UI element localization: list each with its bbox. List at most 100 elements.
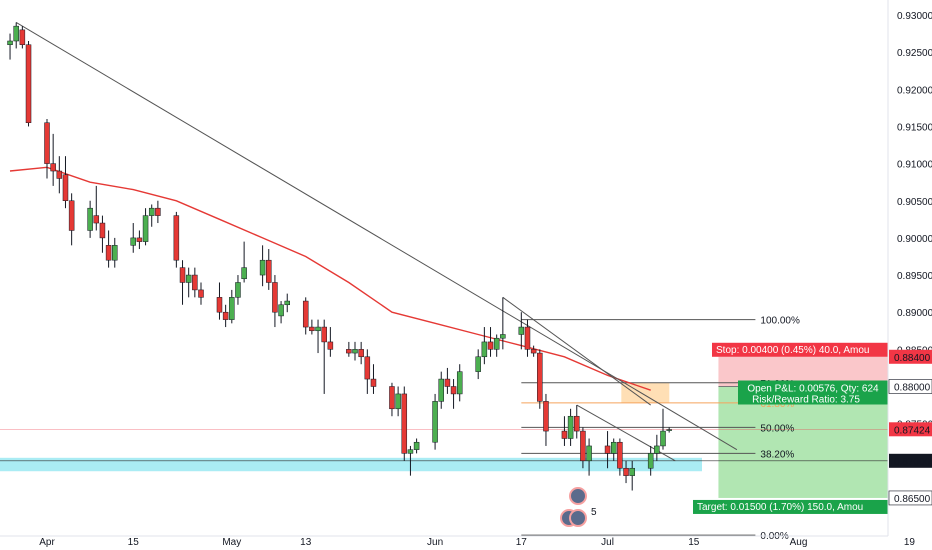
candle[interactable] bbox=[475, 349, 481, 380]
candle[interactable] bbox=[216, 282, 223, 320]
candle[interactable] bbox=[629, 460, 635, 491]
candle[interactable] bbox=[309, 319, 315, 335]
candle[interactable] bbox=[352, 341, 358, 361]
candle[interactable] bbox=[68, 193, 75, 246]
candle[interactable] bbox=[617, 438, 623, 476]
candle[interactable] bbox=[487, 327, 494, 357]
event-flag-icon[interactable] bbox=[569, 487, 587, 505]
candle[interactable] bbox=[524, 319, 531, 357]
candle[interactable] bbox=[438, 371, 444, 409]
candle[interactable] bbox=[586, 438, 592, 476]
candle[interactable] bbox=[284, 293, 290, 313]
candle[interactable] bbox=[604, 431, 611, 469]
candle-body bbox=[647, 453, 654, 469]
candle[interactable] bbox=[580, 427, 586, 469]
candle[interactable] bbox=[56, 156, 63, 194]
candle[interactable] bbox=[327, 327, 334, 357]
candle[interactable] bbox=[543, 393, 549, 446]
candle[interactable] bbox=[493, 334, 500, 357]
candle[interactable] bbox=[500, 297, 506, 350]
candle[interactable] bbox=[259, 245, 266, 287]
candle[interactable] bbox=[105, 230, 112, 268]
time-tick-label: Jul bbox=[601, 537, 614, 548]
candle-body bbox=[543, 401, 549, 432]
candle[interactable] bbox=[148, 204, 155, 227]
candle[interactable] bbox=[7, 33, 13, 60]
candle[interactable] bbox=[229, 289, 235, 324]
candle[interactable] bbox=[413, 438, 420, 454]
candle[interactable] bbox=[155, 200, 161, 224]
candle[interactable] bbox=[444, 367, 451, 394]
candle[interactable] bbox=[530, 345, 537, 357]
candle[interactable] bbox=[13, 22, 19, 49]
candle[interactable] bbox=[450, 379, 457, 409]
candle[interactable] bbox=[198, 282, 204, 305]
candle-body bbox=[235, 282, 241, 298]
time-axis[interactable]: Apr 15 May 13 Jun 17 Jul 15 Aug 19 bbox=[0, 535, 915, 548]
candle[interactable] bbox=[173, 211, 180, 268]
candle[interactable] bbox=[266, 249, 272, 290]
time-tick-label: 15 bbox=[128, 537, 140, 548]
candle[interactable] bbox=[654, 434, 660, 461]
candle-body bbox=[413, 441, 420, 450]
candle[interactable] bbox=[647, 445, 654, 476]
candle[interactable] bbox=[99, 215, 106, 253]
candle[interactable] bbox=[272, 275, 278, 328]
candle[interactable] bbox=[610, 438, 617, 461]
candle-body bbox=[68, 200, 75, 231]
candle[interactable] bbox=[321, 319, 327, 394]
price-tick-label: 0.90500 bbox=[897, 197, 932, 208]
candle[interactable] bbox=[278, 301, 284, 324]
price-axis[interactable]: 0.93000 0.92500 0.92000 0.91500 0.91000 0.905… bbox=[887, 0, 932, 536]
events-badge[interactable]: 5 bbox=[560, 487, 597, 527]
candle[interactable] bbox=[389, 382, 395, 417]
candle[interactable] bbox=[44, 119, 50, 179]
event-flag-icon[interactable] bbox=[569, 509, 587, 527]
candle[interactable] bbox=[241, 241, 247, 283]
candle[interactable] bbox=[87, 200, 93, 238]
candle[interactable] bbox=[315, 319, 321, 354]
candle[interactable] bbox=[537, 349, 543, 409]
candle-body bbox=[216, 297, 223, 313]
candle[interactable] bbox=[142, 208, 149, 246]
candle[interactable] bbox=[395, 386, 401, 417]
candle[interactable] bbox=[518, 312, 525, 350]
candle[interactable] bbox=[302, 297, 309, 335]
candle[interactable] bbox=[660, 408, 666, 450]
candle[interactable] bbox=[407, 445, 414, 476]
candle[interactable] bbox=[112, 237, 118, 268]
candle[interactable] bbox=[370, 364, 377, 394]
candle[interactable] bbox=[666, 427, 672, 433]
candle[interactable] bbox=[93, 185, 100, 231]
candle[interactable] bbox=[179, 260, 186, 305]
candle-body bbox=[25, 44, 32, 123]
candle[interactable] bbox=[567, 408, 574, 446]
candle-body bbox=[654, 445, 660, 454]
candle[interactable] bbox=[358, 341, 364, 365]
candle[interactable] bbox=[192, 267, 198, 298]
candle[interactable] bbox=[62, 156, 69, 209]
candle[interactable] bbox=[432, 393, 438, 450]
candle[interactable] bbox=[561, 416, 568, 446]
candle[interactable] bbox=[50, 133, 56, 186]
candle[interactable] bbox=[185, 267, 192, 298]
candle[interactable] bbox=[364, 349, 371, 394]
candle[interactable] bbox=[574, 405, 580, 439]
candle[interactable] bbox=[346, 341, 352, 357]
candle[interactable] bbox=[456, 364, 463, 402]
candle[interactable] bbox=[623, 460, 629, 484]
candle[interactable] bbox=[235, 275, 241, 305]
candle[interactable] bbox=[222, 304, 229, 328]
price-tick-label: 0.92500 bbox=[897, 48, 932, 59]
price-marker: 0.88400 bbox=[889, 349, 932, 364]
candle[interactable] bbox=[401, 386, 408, 461]
candle[interactable] bbox=[130, 223, 136, 253]
candle-body bbox=[629, 467, 635, 476]
stop-label-text: Stop: 0.00400 (0.45%) 40.0, Amou bbox=[716, 345, 869, 356]
candle[interactable] bbox=[19, 26, 26, 49]
candle[interactable] bbox=[136, 230, 143, 250]
candles-layer[interactable] bbox=[7, 22, 672, 491]
candle[interactable] bbox=[481, 327, 488, 365]
candle[interactable] bbox=[25, 41, 32, 127]
